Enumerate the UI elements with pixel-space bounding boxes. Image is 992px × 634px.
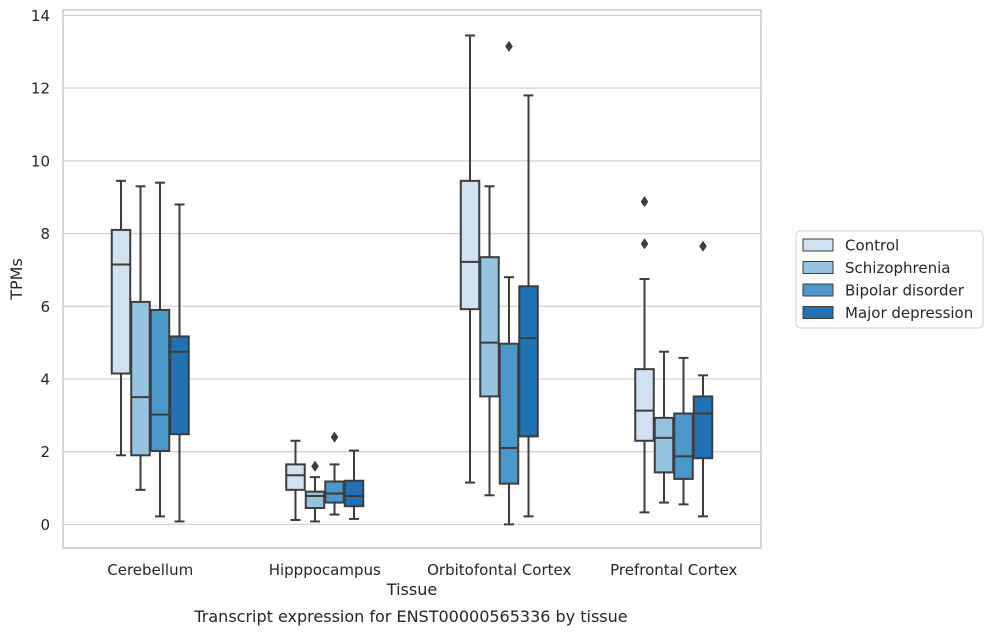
x-tick-label: Orbitofontal Cortex <box>427 561 571 579</box>
x-tick-label: Hipppocampus <box>269 561 381 579</box>
box-iqr <box>130 300 151 457</box>
y-tick-label: 14 <box>31 7 50 25</box>
box-iqr <box>518 285 539 438</box>
box-iqr <box>285 463 306 491</box>
legend-label: Bipolar disorder <box>845 282 965 300</box>
legend: Control Schizophrenia Bipolar disorder Majo… <box>795 230 984 329</box>
outlier-point <box>330 431 339 443</box>
box-iqr <box>459 179 481 311</box>
y-tick-label: 10 <box>31 152 50 170</box>
box-iqr <box>343 479 365 508</box>
y-tick-labels: 0 2 4 6 8 10 12 14 <box>31 7 50 534</box>
legend-label: Control <box>845 237 899 255</box>
box-iqr <box>479 256 500 398</box>
y-tick-label: 0 <box>40 516 50 534</box>
box-iqr <box>692 395 714 460</box>
box-iqr <box>673 412 694 480</box>
box-group <box>285 431 365 523</box>
box-group <box>110 179 190 523</box>
y-axis-label: TPMs <box>7 258 26 301</box>
box-iqr <box>149 308 171 452</box>
box-iqr <box>653 416 675 474</box>
plot-frame <box>62 9 762 549</box>
legend-swatch <box>802 238 834 252</box>
outlier-point <box>640 238 649 250</box>
legend-label: Schizophrenia <box>845 259 950 277</box>
legend-label: Major depression <box>845 304 973 322</box>
box-iqr <box>634 368 655 442</box>
y-tick-label: 6 <box>40 298 50 316</box>
legend-swatch <box>802 306 834 319</box>
y-tick-label: 12 <box>31 80 50 98</box>
x-tick-label: Cerebellum <box>107 561 193 579</box>
legend-swatch <box>802 261 834 274</box>
box-iqr <box>110 228 132 375</box>
x-tick-labels: Cerebellum Hipppocampus Orbitofontal Corte… <box>107 561 737 579</box>
x-axis-label: Tissue <box>386 580 437 599</box>
box-iqr <box>324 480 345 504</box>
chart-caption: Transcript expression for ENST0000056533… <box>193 607 627 626</box>
box-iqr <box>498 342 520 485</box>
outlier-point <box>640 196 649 208</box>
box-groups <box>110 34 714 526</box>
legend-frame <box>795 230 984 329</box>
box-iqr <box>304 490 326 510</box>
outlier-point <box>699 240 707 252</box>
outlier-point <box>311 460 319 472</box>
y-tick-label: 4 <box>40 370 50 388</box>
x-tick-label: Prefrontal Cortex <box>610 561 737 579</box>
box-group <box>634 196 714 518</box>
box-iqr <box>169 335 190 436</box>
legend-swatch <box>802 283 834 297</box>
y-tick-label: 2 <box>40 443 50 461</box>
y-tick-label: 8 <box>40 225 50 243</box>
outlier-point <box>505 40 513 52</box>
box-group <box>459 34 539 526</box>
